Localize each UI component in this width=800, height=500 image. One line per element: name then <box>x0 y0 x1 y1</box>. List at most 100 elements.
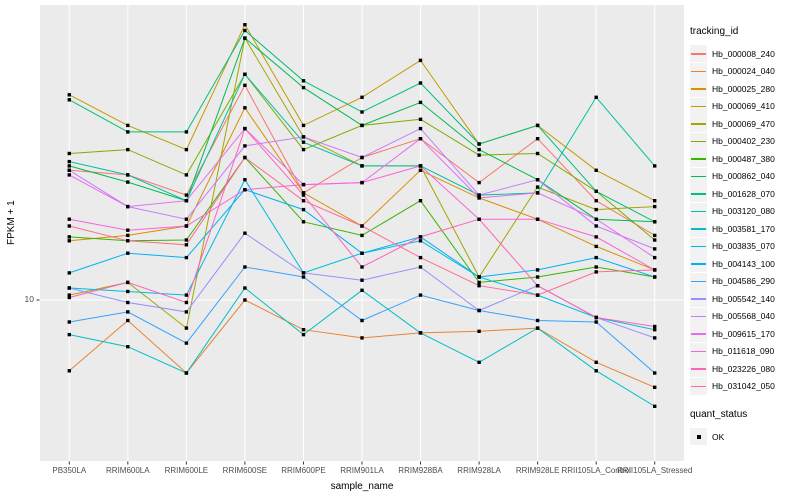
data-point <box>477 284 481 288</box>
data-point <box>653 255 657 260</box>
data-point <box>594 217 598 221</box>
legend-key-swatch <box>690 45 707 63</box>
data-point <box>653 275 657 279</box>
data-point <box>184 193 189 197</box>
data-point <box>653 247 657 251</box>
data-point <box>184 130 189 134</box>
legend-item-label: Hb_009615_170 <box>712 328 775 339</box>
data-point <box>418 168 423 172</box>
data-point <box>418 293 423 297</box>
legend-item-label: Hb_000025_280 <box>712 83 775 94</box>
data-point <box>653 238 657 242</box>
legend-key-swatch <box>690 360 707 378</box>
data-point <box>477 217 481 221</box>
legend-line-icon <box>691 228 706 230</box>
data-point <box>243 286 247 290</box>
legend-item: Hb_003835_070 <box>690 237 798 256</box>
data-point <box>301 140 306 144</box>
data-point <box>594 369 598 373</box>
data-point <box>184 326 189 330</box>
legend-item: Hb_003120_080 <box>690 202 798 221</box>
x-tick-label: RRIM928LA <box>457 466 501 475</box>
x-tick-label: RRIM600LE <box>165 466 209 475</box>
data-point <box>126 318 130 323</box>
data-point <box>67 293 71 297</box>
legend-line-icon <box>691 315 706 318</box>
data-point <box>301 271 306 275</box>
data-point <box>126 345 130 349</box>
legend-key-swatch <box>690 132 707 150</box>
data-point <box>653 233 657 238</box>
data-point <box>535 123 540 128</box>
data-point <box>477 280 481 285</box>
data-point <box>126 173 130 177</box>
x-tick-label: RRII105LA_Control <box>561 466 631 475</box>
data-point <box>184 255 189 260</box>
data-point <box>184 217 189 221</box>
legend-item: Hb_003581_170 <box>690 220 798 238</box>
data-point <box>67 332 71 337</box>
data-point <box>477 329 481 333</box>
legend-line-icon <box>691 70 706 73</box>
data-point <box>243 188 247 192</box>
x-tick-label: RRIM901LA <box>340 466 384 475</box>
y-axis-title: FPKM + 1 <box>6 200 17 245</box>
data-point <box>67 164 71 168</box>
legend-item-label: Hb_004586_290 <box>712 276 775 287</box>
legend-line-icon <box>691 210 706 213</box>
data-point <box>67 168 71 172</box>
data-point <box>126 228 130 232</box>
data-point <box>594 360 598 364</box>
data-point <box>418 117 423 121</box>
data-point <box>594 168 598 172</box>
data-point <box>360 265 364 269</box>
legend-item: Hb_023226_080 <box>690 360 798 378</box>
data-point <box>594 235 598 239</box>
x-tick-label: RRIM600LA <box>106 466 150 475</box>
data-point <box>301 199 306 203</box>
legend-item-label: Hb_003120_080 <box>712 206 775 217</box>
data-point <box>418 255 423 260</box>
data-point <box>535 178 540 182</box>
legend-key-swatch <box>690 342 707 360</box>
data-point <box>418 199 423 203</box>
data-point <box>653 164 657 168</box>
legend-key-swatch <box>690 325 707 343</box>
data-point <box>126 239 130 243</box>
legend-item: Hb_004143_100 <box>690 255 798 273</box>
legend-item-label: Hb_000008_240 <box>712 48 775 59</box>
data-point <box>301 123 306 128</box>
data-point <box>67 271 71 275</box>
data-point <box>360 110 364 114</box>
legend-item-label: Hb_000069_410 <box>712 101 775 112</box>
data-point <box>126 251 130 255</box>
data-point <box>67 93 71 97</box>
data-point <box>594 199 598 203</box>
legend-item: Hb_005542_140 <box>690 290 798 308</box>
data-point <box>653 324 657 329</box>
legend-line-icon <box>691 385 706 388</box>
data-point <box>243 155 247 160</box>
data-point <box>477 193 481 197</box>
x-tick-label: RRIM600PE <box>281 466 325 475</box>
legend-item-ok: OK <box>690 428 798 446</box>
data-point <box>184 238 189 242</box>
data-point <box>360 224 364 228</box>
data-point <box>535 284 540 288</box>
data-point <box>67 369 71 373</box>
data-point <box>67 286 71 290</box>
data-point <box>594 320 598 324</box>
x-tick-label: RRIM928BA <box>398 466 443 475</box>
data-point <box>418 265 423 269</box>
data-point <box>535 217 540 221</box>
legend-line-icon <box>691 53 706 55</box>
data-point <box>184 224 189 228</box>
data-point <box>653 385 657 389</box>
data-point <box>67 98 71 102</box>
legend-key-swatch <box>690 97 707 115</box>
legend: tracking_id Hb_000008_240 Hb_000024_040 Hb… <box>690 26 798 446</box>
data-point <box>126 289 130 294</box>
data-point <box>67 239 71 243</box>
data-point <box>594 255 598 260</box>
legend-line-icon <box>691 245 706 248</box>
